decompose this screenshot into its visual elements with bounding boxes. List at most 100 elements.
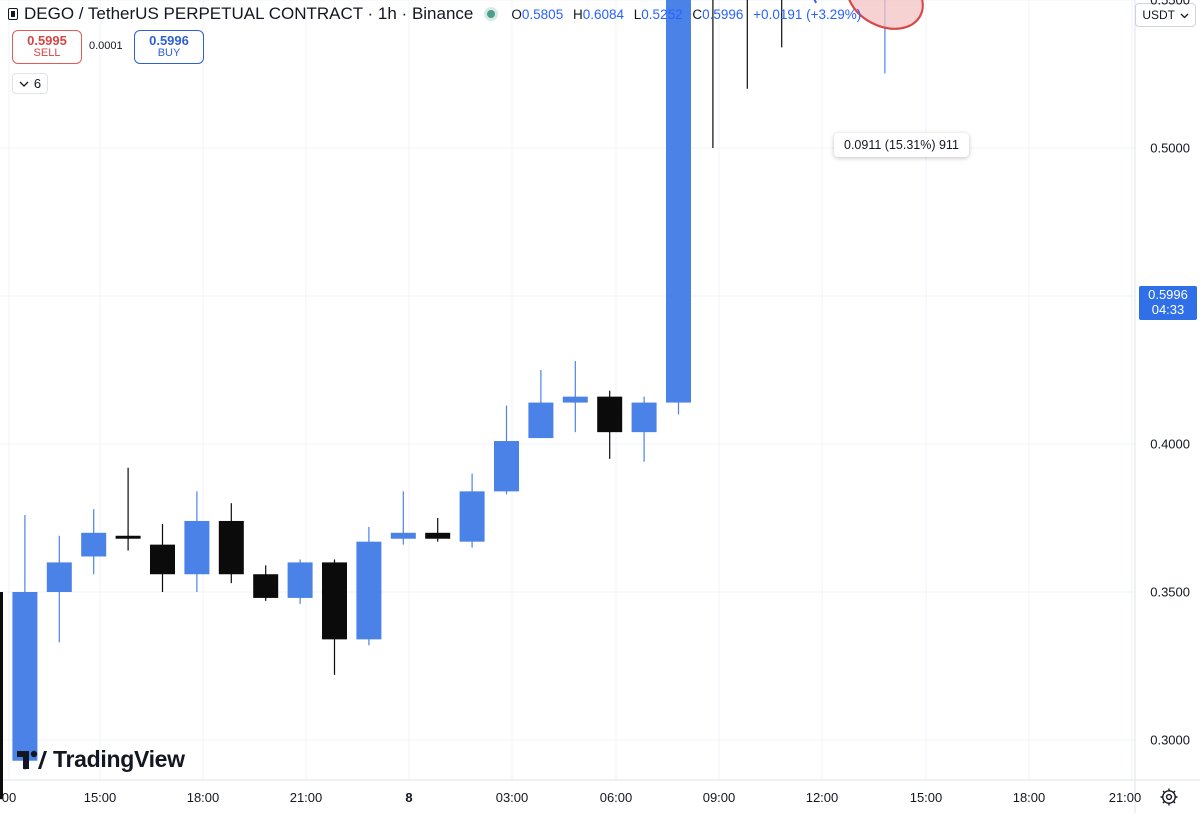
candle-body — [322, 562, 347, 640]
bar-countdown: 04:33 — [1151, 302, 1185, 317]
candle — [356, 526, 382, 646]
high-value: 0.6084 — [582, 6, 625, 22]
time-tick-label: 12:00 — [805, 790, 839, 805]
time-tick-label: 06:00 — [599, 790, 633, 805]
candle-body — [115, 535, 141, 539]
candle — [12, 515, 38, 770]
status-dot-icon — [487, 10, 496, 18]
price-tick-label: 0.5500 — [1150, 0, 1190, 8]
candle-body — [0, 592, 3, 800]
candle — [390, 491, 416, 545]
buy-label: BUY — [157, 47, 181, 60]
candle — [494, 405, 519, 495]
time-tick-label: 18:00 — [1012, 790, 1046, 805]
sell-button[interactable]: 0.5995 SELL — [12, 30, 82, 64]
tradingview-watermark: TradingView — [17, 746, 185, 773]
candle-body — [425, 532, 451, 539]
candle-body — [390, 532, 416, 539]
chevron-down-icon — [19, 81, 29, 87]
candle — [528, 370, 554, 439]
currency-select[interactable]: USDT — [1135, 3, 1196, 27]
candle — [218, 503, 244, 584]
sell-price: 0.5995 — [27, 33, 67, 49]
time-tick-label: 21:00 — [289, 790, 323, 805]
candle-body — [666, 0, 691, 403]
candle — [184, 491, 210, 592]
candle — [459, 473, 485, 548]
highlight-ellipse — [845, 0, 924, 30]
tradingview-logo-icon — [17, 750, 47, 769]
time-tick-label: 21:00 — [1108, 790, 1142, 805]
candle — [562, 361, 588, 433]
candle — [0, 592, 3, 800]
candle — [781, 0, 783, 48]
price-tick-label: 0.5000 — [1150, 140, 1190, 156]
measurement-label: 0.0911 (15.31%) 911 — [834, 133, 969, 157]
price-tick-label: 0.4000 — [1150, 436, 1190, 452]
candle-body — [528, 402, 554, 439]
candle-body — [81, 532, 107, 557]
open-key: O — [511, 6, 522, 22]
candle-body — [597, 396, 623, 433]
candle-body — [631, 402, 657, 433]
candle-body — [12, 592, 38, 761]
candle — [115, 467, 141, 551]
candle-body — [253, 574, 279, 598]
price-tick-label: 0.3500 — [1150, 584, 1190, 600]
buy-button[interactable]: 0.5996 BUY — [134, 30, 204, 64]
last-price-tag: 0.5996 04:33 — [1139, 286, 1197, 320]
candle-body — [356, 541, 382, 640]
candle — [712, 0, 714, 148]
time-tick-label: 03:00 — [495, 790, 529, 805]
candle-body — [150, 544, 175, 575]
candle — [46, 535, 72, 643]
gear-icon[interactable] — [1159, 787, 1179, 807]
watermark-text: TradingView — [53, 746, 185, 772]
low-key: L — [633, 6, 642, 22]
open-value: 0.5805 — [521, 6, 564, 22]
candles — [0, 0, 886, 800]
symbol-title[interactable]: DEGO / TetherUS PERPETUAL CONTRACT · 1h … — [24, 4, 474, 23]
close-key: C — [692, 6, 703, 22]
candle — [81, 509, 107, 575]
candle-body — [562, 396, 588, 403]
candle — [666, 0, 691, 415]
drawings — [813, 0, 924, 30]
candle — [597, 390, 623, 459]
candle — [287, 559, 313, 604]
candle — [631, 396, 657, 462]
high-key: H — [572, 6, 583, 22]
ohlc-values: O0.5805 H0.6084 L0.5252 C0.5996 +0.0191 … — [505, 7, 861, 22]
time-tick-label: 15:00 — [909, 790, 943, 805]
close-value: 0.5996 — [702, 6, 744, 22]
currency-label: USDT — [1142, 8, 1175, 22]
candle — [253, 565, 279, 601]
candle-body — [459, 491, 485, 542]
candle — [884, 0, 886, 74]
low-value: 0.5252 — [641, 6, 683, 22]
time-tick-label: 8 — [405, 790, 413, 805]
candle — [150, 523, 175, 592]
candle-body — [287, 562, 313, 598]
candle — [425, 518, 451, 542]
indicators-count: 6 — [33, 76, 42, 91]
time-tick-label: 18:00 — [186, 790, 220, 805]
spread-value: 0.0001 — [89, 40, 123, 52]
sell-label: SELL — [33, 47, 61, 60]
candle — [322, 559, 347, 675]
indicators-toggle[interactable]: 6 — [12, 73, 48, 94]
price-tick-label: 0.3000 — [1150, 732, 1190, 748]
change-value: +0.0191 (+3.29%) — [753, 6, 862, 22]
time-tick-label: 00 — [1, 790, 17, 805]
candle-body — [494, 441, 519, 492]
last-price-value: 0.5996 — [1148, 287, 1188, 303]
candle-body — [46, 562, 72, 592]
time-tick-label: 09:00 — [702, 790, 736, 805]
candle-body — [184, 520, 210, 575]
chevron-down-icon — [1180, 13, 1189, 18]
symbol-logo-icon — [8, 8, 18, 20]
buy-price: 0.5996 — [149, 33, 189, 49]
chart-header: DEGO / TetherUS PERPETUAL CONTRACT · 1h … — [0, 0, 861, 28]
